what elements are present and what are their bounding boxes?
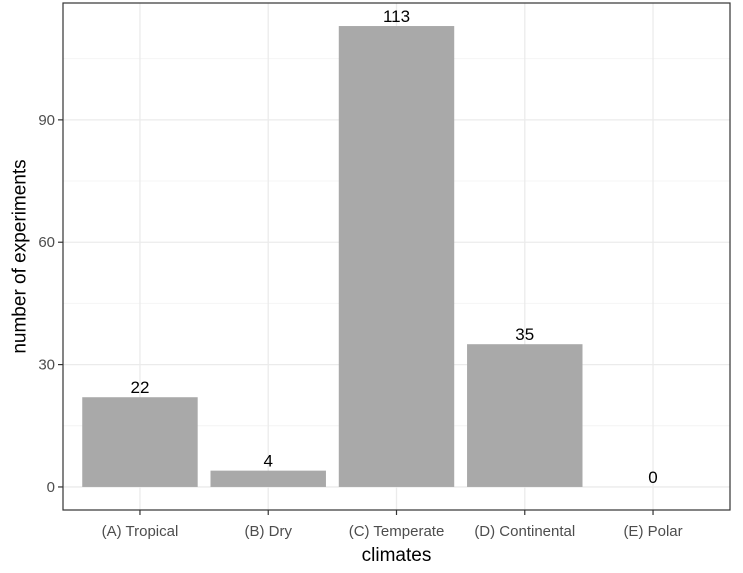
x-axis-ticks: (A) Tropical (B) Dry (C) Temperate (D) Cont… (102, 510, 683, 540)
x-tick-label: (D) Continental (474, 523, 575, 540)
y-axis-ticks: 0 30 60 90 (38, 112, 63, 496)
data-label: 0 (648, 468, 657, 487)
data-label: 4 (263, 452, 272, 471)
y-tick-label: 60 (38, 234, 55, 251)
data-label: 113 (383, 7, 410, 26)
bar (82, 397, 198, 487)
x-axis-title: climates (362, 545, 432, 566)
data-label: 22 (131, 378, 150, 397)
x-tick-label: (C) Temperate (349, 523, 445, 540)
bars (82, 26, 583, 487)
data-labels: 22 4 113 35 0 (131, 7, 658, 487)
bar (210, 470, 326, 487)
y-tick-label: 0 (47, 479, 55, 496)
x-tick-label: (B) Dry (244, 523, 292, 540)
y-tick-label: 90 (38, 112, 55, 129)
bar (338, 26, 455, 487)
x-tick-label: (A) Tropical (102, 523, 179, 540)
y-tick-label: 30 (38, 357, 55, 374)
x-tick-label: (E) Polar (623, 523, 682, 540)
y-axis-title: number of experiments (10, 159, 31, 353)
data-label: 35 (515, 325, 534, 344)
bar (467, 344, 583, 487)
